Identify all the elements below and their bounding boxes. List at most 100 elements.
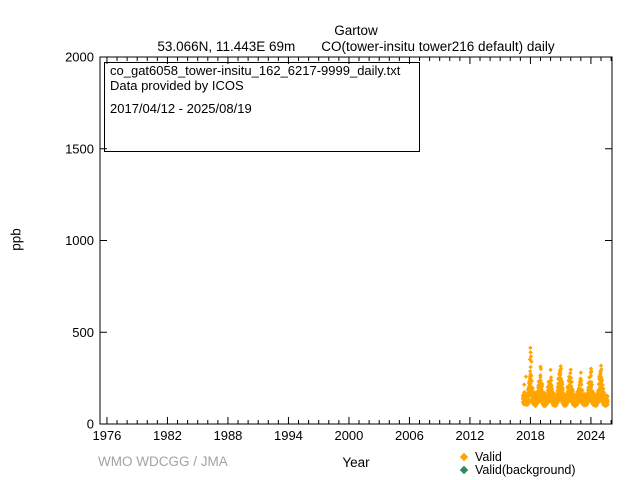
data-point-diamond: [566, 374, 572, 379]
x-tick-label: 2012: [455, 428, 484, 443]
data-info-box: co_gat6058_tower-insitu_162_6217-9999_da…: [104, 62, 420, 152]
data-point-diamond: [549, 394, 554, 400]
y-tick-label: 2000: [65, 50, 94, 65]
data-point-diamond: [564, 393, 569, 399]
data-point-diamond: [576, 392, 582, 397]
legend-diamond-icon: [459, 452, 469, 461]
data-point-diamond: [537, 391, 542, 396]
data-point-diamond: [526, 400, 531, 405]
series-valid: [520, 345, 610, 409]
data-point-diamond: [523, 374, 529, 379]
data-point-diamond: [528, 354, 534, 359]
wdcgg-credit: WMO WDCGG / JMA: [98, 454, 228, 469]
data-point-diamond: [605, 400, 610, 406]
data-point-diamond: [538, 375, 543, 380]
data-point-diamond: [576, 399, 581, 405]
y-tick-label: 0: [87, 417, 94, 432]
data-point-diamond: [539, 381, 544, 386]
data-point-diamond: [538, 366, 544, 372]
data-point-diamond: [590, 392, 595, 397]
data-point-diamond: [605, 393, 610, 399]
data-point-diamond: [529, 359, 534, 364]
data-point-diamond: [547, 397, 552, 402]
data-point-diamond: [579, 382, 584, 387]
data-point-diamond: [579, 378, 584, 383]
data-point-diamond: [592, 392, 597, 398]
data-point-diamond: [549, 378, 554, 383]
data-point-diamond: [529, 378, 534, 384]
data-point-diamond: [598, 371, 603, 376]
data-point-diamond: [581, 391, 587, 397]
y-axis-label: ppb: [8, 228, 24, 251]
data-point-diamond: [605, 397, 610, 403]
x-tick-label: 1994: [274, 428, 303, 443]
data-point-diamond: [555, 384, 561, 389]
data-filename: co_gat6058_tower-insitu_162_6217-9999_da…: [110, 63, 401, 78]
legend-entry: Valid: [459, 449, 576, 464]
data-point-diamond: [564, 397, 570, 402]
data-point-diamond: [589, 368, 594, 374]
data-point-diamond: [568, 367, 573, 372]
data-point-diamond: [539, 391, 544, 396]
x-tick-label: 1976: [92, 428, 121, 443]
data-point-diamond: [566, 386, 571, 391]
x-tick-label: 2018: [516, 428, 545, 443]
legend-entry-label: Valid(background): [475, 462, 576, 477]
legend-entry: Valid(background): [459, 462, 576, 477]
data-point-diamond: [530, 386, 535, 391]
x-tick-label: 2000: [334, 428, 363, 443]
data-point-diamond: [569, 379, 574, 385]
x-tick-label: 2024: [576, 428, 605, 443]
chart-subtitle: 53.066N, 11.443E 69m CO(tower-insitu towe…: [100, 39, 612, 54]
data-point-diamond: [558, 363, 563, 369]
x-axis-label: Year: [342, 455, 370, 470]
x-tick-label: 1982: [153, 428, 182, 443]
x-tick-label: 2006: [395, 428, 424, 443]
station-coordinates: 53.066N, 11.443E 69m: [157, 39, 296, 54]
data-point-diamond: [550, 390, 555, 395]
data-point-diamond: [528, 364, 533, 370]
legend-diamond-icon: [459, 465, 469, 474]
data-point-diamond: [578, 370, 584, 375]
data-point-diamond: [528, 345, 533, 351]
data-point-diamond: [558, 368, 563, 374]
y-tick-label: 1000: [65, 233, 94, 248]
data-point-diamond: [568, 370, 573, 376]
data-point-diamond: [599, 377, 605, 383]
data-point-diamond: [589, 382, 595, 388]
data-point-diamond: [567, 382, 573, 388]
data-point-diamond: [588, 373, 594, 379]
data-point-diamond: [521, 382, 527, 387]
data-point-diamond: [600, 382, 605, 388]
data-point-diamond: [599, 367, 604, 372]
data-point-diamond: [527, 369, 533, 374]
data-point-diamond: [537, 392, 543, 398]
data-point-diamond: [567, 385, 573, 390]
data-point-diamond: [560, 388, 565, 393]
data-point-diamond: [546, 387, 551, 392]
data-point-diamond: [548, 375, 554, 380]
data-date-range: 2017/04/12 - 2025/08/19: [110, 101, 252, 116]
data-point-diamond: [578, 376, 583, 381]
data-point-diamond: [528, 350, 533, 355]
data-point-diamond: [557, 396, 563, 402]
data-point-diamond: [598, 363, 604, 368]
data-point-diamond: [555, 399, 560, 404]
x-tick-label: 1988: [213, 428, 242, 443]
data-point-diamond: [549, 382, 554, 388]
data-point-diamond: [537, 382, 542, 387]
data-point-diamond: [557, 391, 563, 397]
chart-title: Gartow: [334, 23, 378, 38]
data-point-diamond: [570, 389, 575, 394]
data-point-diamond: [558, 366, 564, 371]
legend-entry-label: Valid: [475, 449, 502, 464]
data-point-diamond: [568, 375, 574, 380]
data-point-diamond: [580, 387, 585, 393]
data-point-diamond: [543, 402, 549, 408]
y-tick-label: 1500: [65, 141, 94, 156]
data-point-diamond: [572, 397, 578, 402]
parameter-label: CO(tower-insitu tower216 default) daily: [321, 39, 555, 54]
data-point-diamond: [539, 384, 545, 389]
